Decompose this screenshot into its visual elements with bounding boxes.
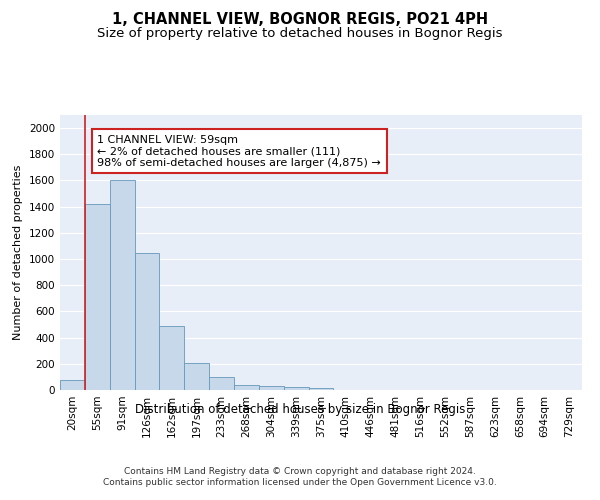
Bar — [308, 388, 334, 390]
Bar — [85, 204, 110, 390]
Bar — [209, 377, 234, 390]
Bar — [259, 386, 284, 390]
Y-axis label: Number of detached properties: Number of detached properties — [13, 165, 23, 340]
Bar — [110, 180, 134, 390]
Text: Distribution of detached houses by size in Bognor Regis: Distribution of detached houses by size … — [135, 402, 465, 415]
Bar — [284, 387, 308, 390]
Text: Size of property relative to detached houses in Bognor Regis: Size of property relative to detached ho… — [97, 28, 503, 40]
Bar — [160, 326, 184, 390]
Bar — [134, 252, 160, 390]
Bar — [60, 380, 85, 390]
Text: Contains HM Land Registry data © Crown copyright and database right 2024.
Contai: Contains HM Land Registry data © Crown c… — [103, 468, 497, 487]
Bar — [184, 363, 209, 390]
Text: 1 CHANNEL VIEW: 59sqm
← 2% of detached houses are smaller (111)
98% of semi-deta: 1 CHANNEL VIEW: 59sqm ← 2% of detached h… — [97, 134, 381, 168]
Bar — [234, 385, 259, 390]
Text: 1, CHANNEL VIEW, BOGNOR REGIS, PO21 4PH: 1, CHANNEL VIEW, BOGNOR REGIS, PO21 4PH — [112, 12, 488, 28]
